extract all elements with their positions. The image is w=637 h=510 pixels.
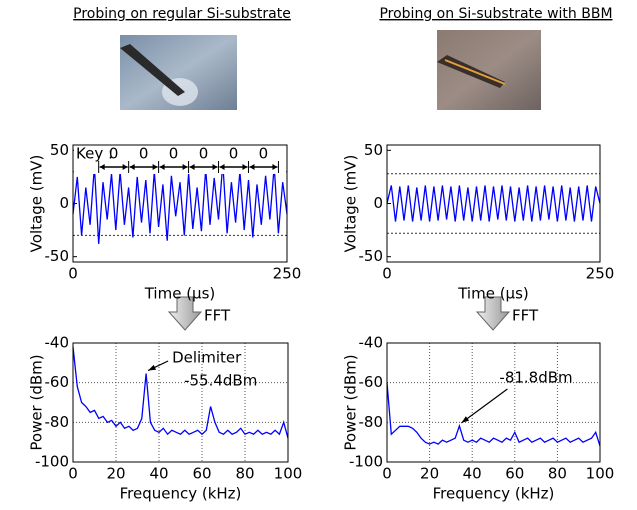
x-tick-label: 40 <box>149 465 168 483</box>
photo <box>120 35 237 110</box>
y-tick-label: -100 <box>349 453 383 471</box>
y-tick-label: 0 <box>59 194 69 212</box>
y-tick-label: -100 <box>35 453 69 471</box>
annotation-arrow <box>461 388 508 424</box>
x-tick-label: 0 <box>68 265 78 283</box>
x-tick-label: 250 <box>586 265 615 283</box>
x-axis-label: Frequency (kHz) <box>433 485 555 503</box>
column-title: Probing on Si-substrate with BBM <box>379 6 612 22</box>
x-tick-label: 250 <box>273 265 302 283</box>
column-title: Probing on regular Si-substrate <box>73 6 291 22</box>
arrow-head <box>461 416 470 423</box>
key-bit: 0 <box>229 145 239 163</box>
x-axis-label: Time (μs) <box>144 285 216 303</box>
x-tick-label: 60 <box>192 465 211 483</box>
key-bit: 0 <box>139 145 149 163</box>
arrow-head <box>159 164 165 170</box>
x-tick-label: 0 <box>382 265 392 283</box>
key-bit: 0 <box>259 145 269 163</box>
arrow-head <box>129 164 135 170</box>
arrow-head <box>272 164 278 170</box>
arrow-head <box>99 164 105 170</box>
x-tick-label: 100 <box>586 465 615 483</box>
y-tick-label: -40 <box>45 334 70 352</box>
plot-frame <box>72 342 289 463</box>
x-axis-label: Time (μs) <box>457 285 529 303</box>
annotation: Delimiter <box>172 349 242 367</box>
y-tick-label: 0 <box>373 194 383 212</box>
x-axis-label: Frequency (kHz) <box>120 485 242 503</box>
x-tick-label: 100 <box>274 465 303 483</box>
arrow-head <box>189 164 195 170</box>
x-tick-label: 0 <box>382 465 392 483</box>
annotation: -81.8dBm <box>499 369 572 387</box>
arrow-head <box>148 364 157 371</box>
data-line <box>386 382 601 447</box>
y-axis-label: Power (dBm) <box>342 354 360 450</box>
arrow-head <box>152 164 158 170</box>
arrow-head <box>122 164 128 170</box>
key-bit: 0 <box>109 145 119 163</box>
x-tick-label: 80 <box>235 465 254 483</box>
data-line <box>72 163 288 244</box>
arrow-head <box>249 164 255 170</box>
y-tick-label: -80 <box>45 413 70 431</box>
y-tick-label: -60 <box>359 373 384 391</box>
plot-frame <box>386 144 601 263</box>
arrow-head <box>212 164 218 170</box>
annotation: -55.4dBm <box>184 372 257 390</box>
y-tick-label: 50 <box>364 141 383 159</box>
y-tick-label: -40 <box>359 334 384 352</box>
x-tick-label: 40 <box>463 465 482 483</box>
plot-frame <box>72 144 288 263</box>
arrow-head <box>219 164 225 170</box>
x-tick-label: 20 <box>106 465 125 483</box>
x-tick-label: 60 <box>505 465 524 483</box>
key-bit: 0 <box>169 145 179 163</box>
key-label: Key : <box>76 145 113 163</box>
arrow-head <box>242 164 248 170</box>
data-line <box>386 185 601 222</box>
fft-label: FFT <box>512 307 539 325</box>
photo <box>437 30 541 110</box>
data-line <box>72 346 289 439</box>
y-tick-label: -50 <box>45 247 70 265</box>
y-tick-label: 50 <box>50 141 69 159</box>
key-background <box>74 146 286 174</box>
arrow-head <box>182 164 188 170</box>
x-tick-label: 20 <box>420 465 439 483</box>
fft-label: FFT <box>204 307 231 325</box>
x-tick-label: 0 <box>68 465 78 483</box>
fft-arrow <box>167 296 511 331</box>
y-tick-label: -60 <box>45 373 70 391</box>
y-tick-label: -80 <box>359 413 384 431</box>
y-axis-label: Voltage (mV) <box>28 155 46 253</box>
key-bit: 0 <box>199 145 209 163</box>
x-tick-label: 80 <box>548 465 567 483</box>
y-axis-label: Voltage (mV) <box>342 155 360 253</box>
y-axis-label: Power (dBm) <box>28 354 46 450</box>
y-tick-label: -50 <box>359 247 384 265</box>
plot-frame <box>386 342 601 463</box>
